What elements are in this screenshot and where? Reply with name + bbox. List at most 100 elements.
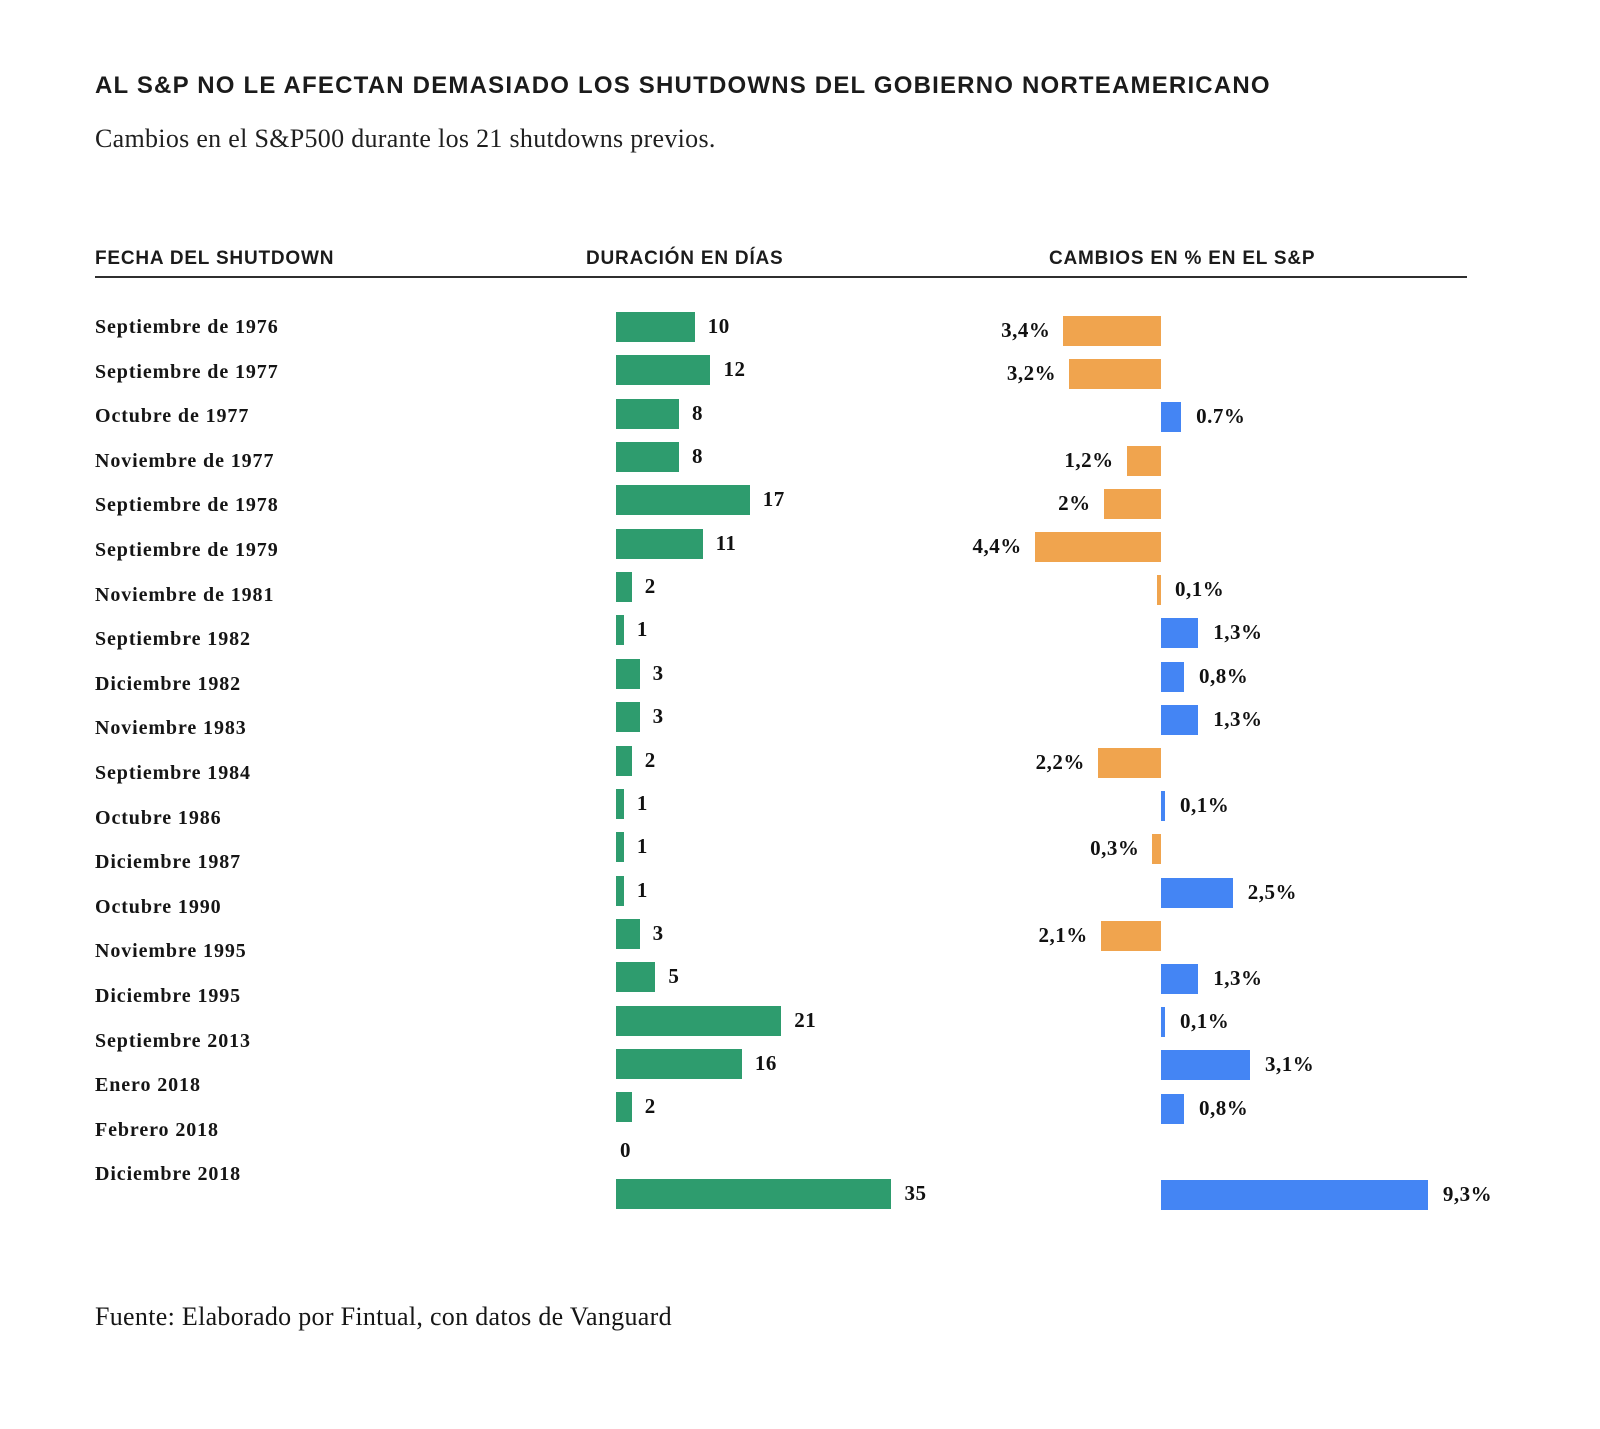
row-label: Diciembre 1987	[95, 851, 242, 874]
duration-bar	[616, 398, 679, 429]
duration-bar	[616, 572, 632, 603]
change-bar-positive	[1161, 791, 1165, 822]
row-label: Septiembre de 1979	[95, 539, 279, 561]
duration-bar	[616, 1179, 892, 1209]
change-bar-positive	[1161, 1050, 1250, 1081]
source-note: Fuente: Elaborado por Fintual, con datos…	[95, 1302, 672, 1331]
change-bar-negative	[1157, 575, 1161, 606]
duration-value: 5	[668, 964, 680, 989]
duration-bar	[616, 832, 624, 863]
duration-bar	[616, 528, 703, 559]
row-label: Noviembre 1983	[95, 717, 247, 740]
change-value: 2,5%	[1247, 879, 1297, 904]
duration-value: 12	[723, 357, 746, 382]
change-value: 0.7%	[1196, 404, 1246, 429]
duration-bar	[616, 1092, 632, 1123]
change-value: 3,1%	[1264, 1052, 1315, 1077]
change-value: 4,4%	[972, 534, 1022, 558]
duration-value: 8	[691, 400, 703, 425]
row-label: Septiembre de 1976	[95, 316, 279, 338]
change-value: 0,1%	[1180, 1009, 1230, 1034]
duration-value: 3	[652, 660, 664, 685]
change-value: 1,3%	[1213, 966, 1263, 990]
change-bar-positive	[1161, 618, 1199, 649]
row-label: Septiembre 2013	[95, 1029, 251, 1052]
row-label: Enero 2018	[95, 1074, 201, 1097]
row-label: Septiembre de 1977	[95, 360, 279, 383]
change-bar-negative	[1063, 316, 1161, 346]
row-label: Noviembre de 1981	[95, 583, 275, 606]
duration-bar	[616, 918, 640, 949]
row-label: Diciembre 1995	[95, 985, 242, 1007]
row-label: Diciembre 2018	[95, 1163, 242, 1186]
change-bar-negative	[1103, 488, 1161, 519]
duration-value: 2	[644, 1094, 656, 1119]
row-label: Octubre 1990	[95, 895, 222, 918]
duration-value: 1	[636, 834, 648, 859]
row-label: Noviembre de 1977	[95, 449, 275, 472]
change-value: 3,2%	[1006, 361, 1057, 386]
change-bar-negative	[1100, 920, 1161, 951]
duration-value: 1	[636, 617, 648, 642]
column-header-duracion: DURACIÓN EN DÍAS	[586, 248, 784, 269]
duration-value: 3	[652, 920, 664, 945]
change-value: 1,3%	[1213, 706, 1263, 731]
duration-bar	[616, 702, 640, 733]
change-value: 2,2%	[1035, 750, 1085, 774]
change-value: 2,1%	[1038, 922, 1088, 947]
duration-value: 11	[715, 530, 737, 555]
change-bar-negative	[1126, 445, 1161, 476]
chart-title: AL S&P NO LE AFECTAN DEMASIADO LOS SHUTD…	[95, 72, 1271, 99]
change-bar-positive	[1161, 964, 1199, 994]
change-value: 1,2%	[1064, 447, 1114, 472]
header-rule	[95, 276, 1467, 278]
row-label: Septiembre 1984	[95, 762, 251, 784]
duration-bar	[616, 875, 624, 906]
duration-value: 10	[707, 314, 730, 338]
row-label: Octubre de 1977	[95, 405, 250, 428]
row-label: Noviembre 1995	[95, 940, 247, 963]
column-header-cambios: CAMBIOS EN % EN EL S&P	[1049, 248, 1316, 269]
change-bar-negative	[1097, 748, 1161, 778]
change-bar-positive	[1161, 1180, 1428, 1210]
change-value: 0,3%	[1090, 836, 1140, 861]
row-label: Octubre 1986	[95, 806, 222, 829]
change-value: 0,1%	[1175, 577, 1225, 602]
change-value: 2%	[1058, 490, 1091, 515]
duration-value: 1	[636, 877, 648, 902]
change-bar-positive	[1161, 877, 1233, 908]
duration-value: 2	[644, 574, 656, 599]
change-bar-negative	[1152, 834, 1161, 865]
duration-bar	[616, 788, 624, 819]
duration-value: 0	[620, 1137, 631, 1162]
duration-bar	[616, 1048, 742, 1079]
change-bar-positive	[1161, 1007, 1165, 1038]
duration-value: 1	[636, 790, 648, 815]
row-label: Septiembre 1982	[95, 628, 251, 651]
duration-bar	[616, 615, 624, 646]
change-bar-positive	[1161, 661, 1184, 692]
duration-bar	[616, 1005, 782, 1036]
duration-bar	[616, 658, 640, 689]
change-bar-positive	[1161, 402, 1182, 433]
duration-bar	[616, 485, 750, 516]
change-bar-positive	[1161, 704, 1199, 735]
duration-bar	[616, 312, 695, 342]
change-value: 3,4%	[1001, 318, 1051, 342]
duration-bar	[616, 962, 656, 993]
duration-value: 3	[652, 704, 664, 729]
change-bar-negative	[1069, 359, 1161, 390]
change-value: 9,3%	[1442, 1182, 1493, 1206]
duration-value: 16	[754, 1050, 777, 1075]
row-label: Febrero 2018	[95, 1118, 219, 1141]
duration-bar	[616, 355, 711, 386]
duration-bar	[616, 745, 632, 776]
chart-subtitle: Cambios en el S&P500 durante los 21 shut…	[95, 124, 716, 153]
change-value: 0,8%	[1198, 1095, 1249, 1120]
change-bar-negative	[1034, 532, 1161, 562]
change-value: 0,8%	[1198, 663, 1249, 688]
duration-value: 8	[691, 444, 703, 469]
change-bar-positive	[1161, 1093, 1184, 1124]
